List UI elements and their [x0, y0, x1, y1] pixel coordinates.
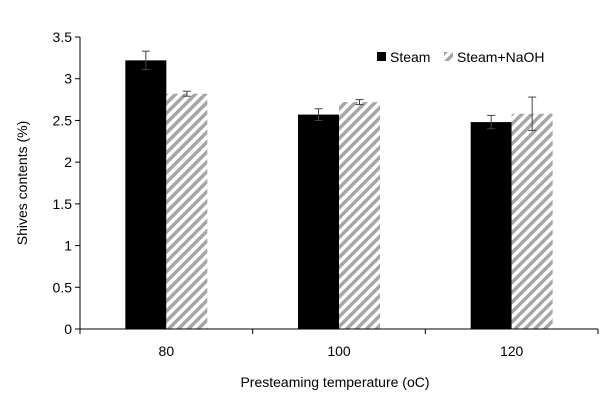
- legend: Steam Steam+NaOH: [377, 49, 545, 65]
- x-axis-label: Presteaming temperature (oC): [240, 374, 429, 390]
- y-tick-label: 3: [64, 71, 72, 87]
- legend-swatch: [444, 52, 453, 61]
- y-tick-label: 3.5: [53, 29, 73, 45]
- legend-label: Steam: [390, 49, 430, 65]
- x-tick-label: 100: [327, 343, 351, 359]
- y-tick-label: 2.5: [53, 112, 73, 128]
- bar-steam: [298, 114, 339, 330]
- y-tick-label: 1.5: [53, 196, 73, 212]
- bar-steam-naoh: [511, 113, 553, 329]
- bar-steam-naoh: [166, 93, 208, 329]
- bars: [125, 50, 553, 330]
- legend-swatch: [377, 52, 386, 61]
- bar-steam-naoh: [339, 102, 380, 330]
- legend-label: Steam+NaOH: [457, 49, 545, 65]
- y-tick-label: 2: [64, 154, 72, 170]
- axes: 0 0.5 1 1.5 2 2.5 3 3.5 80 100 120: [53, 29, 599, 359]
- x-tick-label: 120: [500, 343, 524, 359]
- bar-steam: [470, 122, 512, 330]
- bar-steam: [125, 60, 167, 330]
- y-tick-label: 0: [64, 321, 72, 337]
- y-tick-label: 0.5: [53, 279, 73, 295]
- x-tick-label: 80: [159, 343, 175, 359]
- y-tick-label: 1: [64, 238, 72, 254]
- y-axis-label: Shives contents (%): [14, 121, 30, 246]
